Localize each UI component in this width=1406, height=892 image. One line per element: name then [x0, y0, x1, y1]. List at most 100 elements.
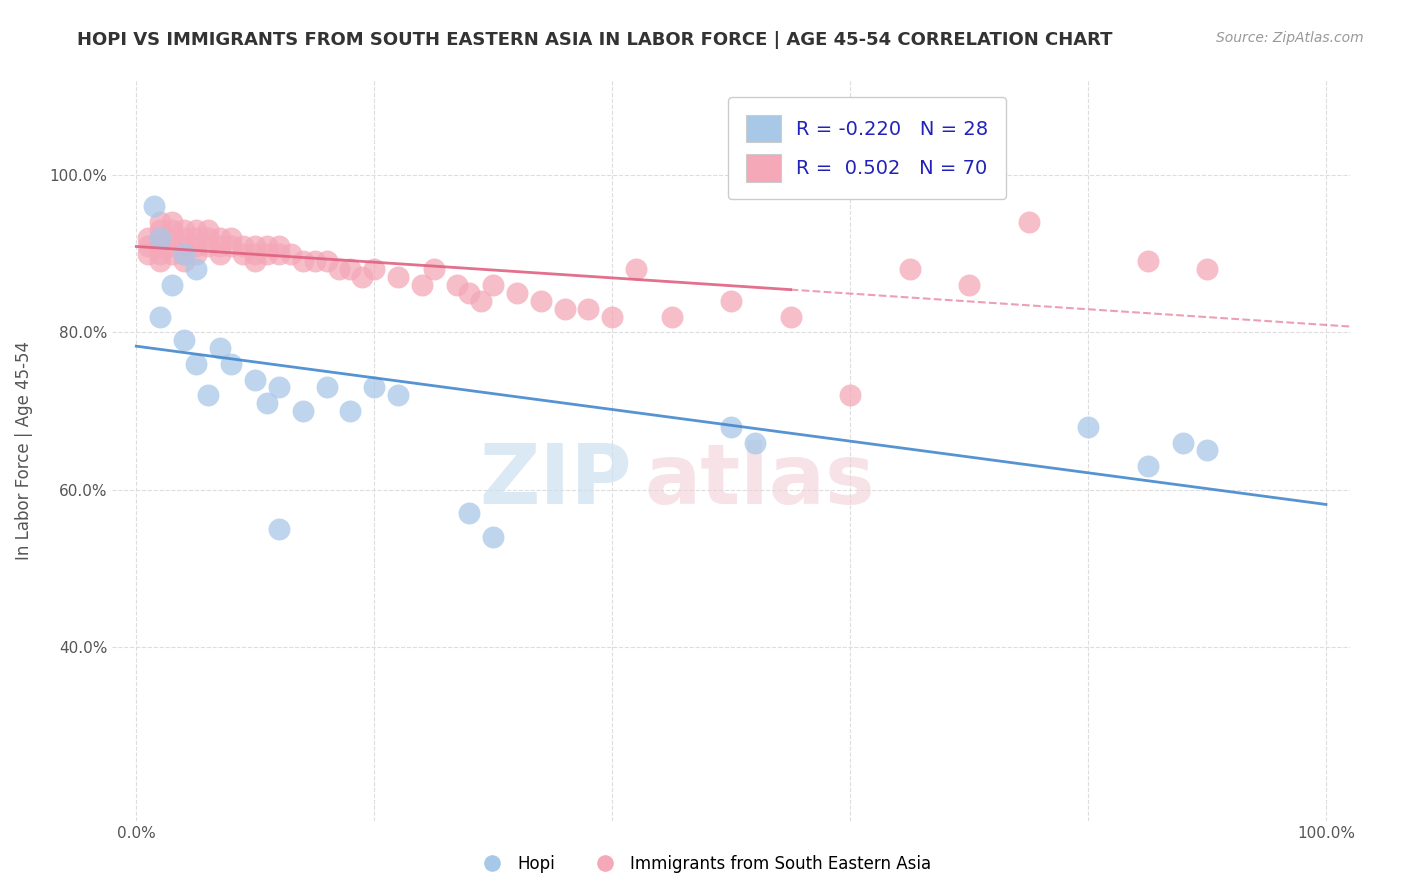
Text: HOPI VS IMMIGRANTS FROM SOUTH EASTERN ASIA IN LABOR FORCE | AGE 45-54 CORRELATIO: HOPI VS IMMIGRANTS FROM SOUTH EASTERN AS… — [77, 31, 1112, 49]
Point — [160, 246, 183, 260]
Point — [136, 231, 159, 245]
Point — [530, 293, 553, 308]
Point — [256, 246, 278, 260]
Point — [197, 223, 219, 237]
Point — [458, 285, 481, 300]
Point — [149, 238, 172, 252]
Point — [1195, 262, 1218, 277]
Point — [352, 270, 374, 285]
Point — [149, 231, 172, 245]
Point — [208, 238, 231, 252]
Point — [1018, 215, 1040, 229]
Point — [744, 435, 766, 450]
Point — [149, 231, 172, 245]
Point — [506, 285, 529, 300]
Point — [143, 199, 166, 213]
Point — [482, 530, 505, 544]
Point — [422, 262, 444, 277]
Text: atlas: atlas — [644, 440, 876, 521]
Point — [173, 246, 195, 260]
Point — [245, 373, 267, 387]
Point — [387, 270, 409, 285]
Point — [149, 223, 172, 237]
Point — [339, 262, 361, 277]
Point — [136, 246, 159, 260]
Point — [256, 396, 278, 410]
Point — [720, 293, 742, 308]
Point — [184, 231, 207, 245]
Point — [280, 246, 302, 260]
Point — [197, 238, 219, 252]
Point — [482, 278, 505, 293]
Point — [160, 223, 183, 237]
Point — [184, 262, 207, 277]
Point — [1173, 435, 1195, 450]
Point — [957, 278, 980, 293]
Point — [184, 238, 207, 252]
Point — [470, 293, 492, 308]
Point — [221, 231, 243, 245]
Point — [160, 278, 183, 293]
Point — [208, 246, 231, 260]
Point — [339, 404, 361, 418]
Point — [291, 254, 314, 268]
Point — [576, 301, 599, 316]
Point — [779, 310, 801, 324]
Point — [411, 278, 433, 293]
Point — [720, 420, 742, 434]
Point — [328, 262, 350, 277]
Point — [160, 231, 183, 245]
Point — [173, 333, 195, 347]
Point — [173, 246, 195, 260]
Point — [197, 231, 219, 245]
Point — [256, 238, 278, 252]
Point — [149, 246, 172, 260]
Point — [315, 254, 337, 268]
Point — [458, 507, 481, 521]
Point — [267, 522, 290, 536]
Legend: Hopi, Immigrants from South Eastern Asia: Hopi, Immigrants from South Eastern Asia — [468, 848, 938, 880]
Point — [184, 246, 207, 260]
Text: Source: ZipAtlas.com: Source: ZipAtlas.com — [1216, 31, 1364, 45]
Point — [387, 388, 409, 402]
Point — [267, 238, 290, 252]
Point — [304, 254, 326, 268]
Point — [149, 254, 172, 268]
Point — [232, 246, 254, 260]
Point — [184, 223, 207, 237]
Point — [245, 254, 267, 268]
Point — [232, 238, 254, 252]
Point — [221, 357, 243, 371]
Point — [173, 231, 195, 245]
Point — [1195, 443, 1218, 458]
Point — [291, 404, 314, 418]
Point — [1077, 420, 1099, 434]
Point — [1136, 254, 1159, 268]
Point — [208, 231, 231, 245]
Point — [160, 238, 183, 252]
Point — [363, 380, 385, 394]
Point — [160, 215, 183, 229]
Point — [208, 341, 231, 355]
Point — [245, 238, 267, 252]
Point — [554, 301, 576, 316]
Point — [1136, 459, 1159, 474]
Point — [446, 278, 468, 293]
Point — [839, 388, 862, 402]
Text: ZIP: ZIP — [479, 440, 633, 521]
Point — [267, 380, 290, 394]
Point — [173, 254, 195, 268]
Point — [221, 238, 243, 252]
Point — [245, 246, 267, 260]
Point — [197, 388, 219, 402]
Point — [173, 238, 195, 252]
Point — [149, 215, 172, 229]
Point — [363, 262, 385, 277]
Point — [898, 262, 921, 277]
Point — [173, 223, 195, 237]
Legend: R = -0.220   N = 28, R =  0.502   N = 70: R = -0.220 N = 28, R = 0.502 N = 70 — [728, 97, 1005, 199]
Point — [600, 310, 623, 324]
Point — [149, 310, 172, 324]
Y-axis label: In Labor Force | Age 45-54: In Labor Force | Age 45-54 — [15, 341, 32, 560]
Point — [661, 310, 683, 324]
